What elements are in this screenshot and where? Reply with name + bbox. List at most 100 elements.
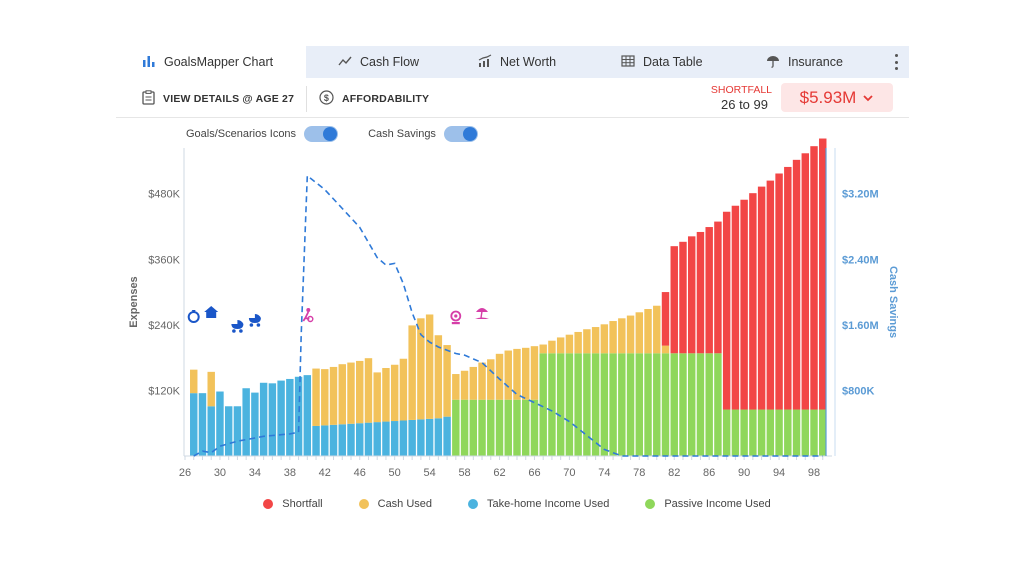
bar-passive xyxy=(539,353,547,456)
bar-shortfall xyxy=(661,292,670,346)
cash-savings-toggle[interactable] xyxy=(443,126,478,142)
cash-savings-line xyxy=(193,174,823,457)
more-vertical-icon[interactable] xyxy=(895,54,899,70)
bar-shortfall xyxy=(714,221,722,354)
house-shape xyxy=(204,306,219,318)
bar-passive xyxy=(591,353,600,456)
legend-cash-used[interactable]: Cash Used xyxy=(358,498,433,510)
tab-label: Insurance xyxy=(788,55,843,69)
bar-passive xyxy=(731,409,740,456)
bar-cash-used xyxy=(539,344,547,354)
bar-shortfall xyxy=(792,159,801,410)
bar-cash-used xyxy=(661,345,670,354)
bar-cash-used xyxy=(321,369,329,426)
icons-toggle-label: Goals/Scenarios Icons xyxy=(186,128,297,140)
bar-takehome xyxy=(434,418,443,456)
clipboard-icon xyxy=(142,90,155,108)
bar-passive xyxy=(749,409,757,456)
bar-passive xyxy=(644,353,652,456)
bar-takehome xyxy=(408,419,416,456)
bar-takehome xyxy=(198,393,207,456)
bar-shortfall xyxy=(749,193,757,410)
legend-shortfall[interactable]: Shortfall xyxy=(263,498,323,510)
bar-cash-used xyxy=(495,353,504,400)
view-details-button[interactable]: VIEW DETAILS @ AGE 27 xyxy=(142,90,294,108)
toggle-knob xyxy=(462,127,477,141)
tab-insurance[interactable]: Insurance xyxy=(766,46,843,78)
bar-passive xyxy=(495,399,504,456)
line-chart-icon xyxy=(338,54,352,71)
bar-takehome xyxy=(268,383,277,456)
view-details-label: VIEW DETAILS @ AGE 27 xyxy=(163,93,295,105)
ring-shape xyxy=(187,311,200,323)
bar-cash-used xyxy=(364,358,373,423)
bar-shortfall xyxy=(722,211,731,410)
x-tick-label: 86 xyxy=(703,467,715,479)
bar-passive xyxy=(775,409,783,456)
bars-layer xyxy=(190,138,827,456)
bar-passive xyxy=(460,399,469,456)
bar-passive xyxy=(661,353,670,456)
legend-passive[interactable]: Passive Income Used xyxy=(645,498,771,510)
bar-cash-used xyxy=(565,334,574,354)
x-tick-label: 26 xyxy=(179,467,191,479)
ring-gem xyxy=(191,310,196,313)
legend-swatch xyxy=(358,499,369,509)
x-tick-label: 46 xyxy=(354,467,366,479)
shortfall-dropdown[interactable]: $5.93M xyxy=(781,83,893,112)
bar-passive xyxy=(819,409,827,456)
bar-cash-used xyxy=(600,324,609,354)
bar-passive xyxy=(784,409,792,456)
bar-passive xyxy=(792,409,801,456)
bar-takehome xyxy=(190,393,198,456)
bar-passive xyxy=(452,399,460,456)
bar-cash-used xyxy=(504,350,512,400)
affordability-button[interactable]: $ AFFORDABILITY xyxy=(319,90,429,108)
bar-takehome xyxy=(338,424,346,456)
affordability-label: AFFORDABILITY xyxy=(342,93,430,105)
x-tick-label: 38 xyxy=(284,467,296,479)
icons-toggle[interactable] xyxy=(304,126,339,142)
beach-icon xyxy=(475,308,489,319)
umbrella-top xyxy=(476,308,488,312)
divider xyxy=(306,86,307,112)
bar-takehome xyxy=(233,406,242,456)
ring-icon xyxy=(187,310,200,323)
bar-takehome xyxy=(329,424,338,456)
shortfall-value: $5.93M xyxy=(799,87,857,107)
bar-passive xyxy=(583,353,591,456)
legend-takehome[interactable]: Take-home Income Used xyxy=(468,498,609,510)
bar-cash-used xyxy=(425,314,434,419)
bar-cash-used xyxy=(460,370,469,400)
tab-cash-flow[interactable]: Cash Flow xyxy=(338,46,419,78)
bar-passive xyxy=(618,353,626,456)
x-tick-label: 58 xyxy=(458,467,470,479)
bar-passive xyxy=(600,353,609,456)
bar-shortfall xyxy=(705,227,713,354)
x-tick-label: 54 xyxy=(423,467,435,479)
y-tick-label: $480K xyxy=(148,189,180,201)
bar-cash-used xyxy=(373,372,381,423)
y2-tick-label: $1.60M xyxy=(842,320,879,332)
bar-passive xyxy=(548,353,556,456)
bar-cash-used xyxy=(522,347,530,400)
medal-base xyxy=(451,322,460,325)
bar-cash-used xyxy=(583,329,591,354)
tab-goalsmapper-chart[interactable]: GoalsMapper Chart xyxy=(116,46,306,78)
baby-carriage-icon xyxy=(248,314,261,327)
tab-data-table[interactable]: Data Table xyxy=(621,46,703,78)
person-head xyxy=(306,308,311,312)
bar-shortfall xyxy=(679,241,687,354)
bar-shortfall xyxy=(766,180,775,410)
bar-cash-used xyxy=(626,315,635,354)
bar-passive xyxy=(670,353,678,456)
bar-cash-used xyxy=(443,345,451,417)
tab-label: GoalsMapper Chart xyxy=(164,55,274,69)
x-tick-label: 98 xyxy=(808,467,820,479)
legend-label: Cash Used xyxy=(377,498,433,510)
tab-bar: GoalsMapper Chart Cash Flow Net Worth Da… xyxy=(116,46,909,78)
tab-net-worth[interactable]: Net Worth xyxy=(478,46,556,78)
y2-tick-label: $800K xyxy=(842,385,874,397)
bar-takehome xyxy=(364,422,373,456)
